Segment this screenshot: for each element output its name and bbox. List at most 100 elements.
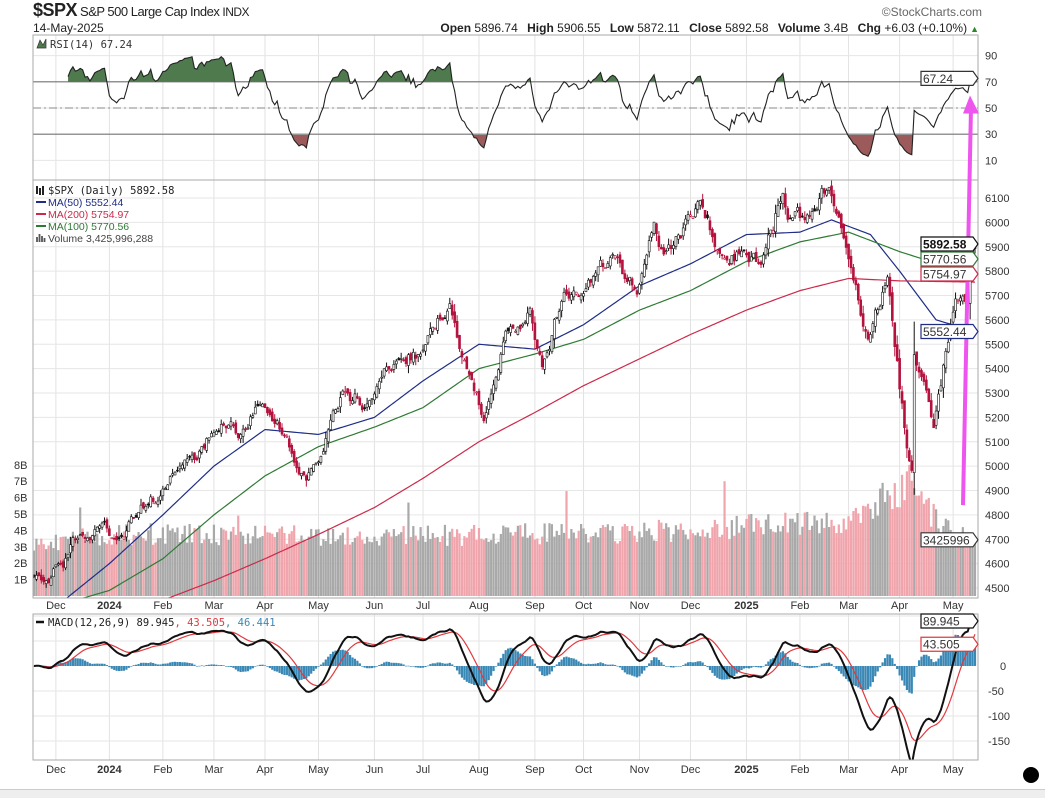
candle bbox=[917, 361, 921, 379]
macd-histogram-bar bbox=[417, 666, 420, 668]
macd-histogram-bar bbox=[643, 666, 646, 671]
volume-bar bbox=[966, 533, 969, 596]
macd-histogram-bar bbox=[973, 643, 977, 666]
candle-body bbox=[891, 292, 894, 321]
macd-histogram-bar bbox=[446, 663, 449, 666]
volume-bar bbox=[599, 527, 602, 596]
candle-body bbox=[856, 283, 860, 301]
ma200-value-tag-text: 5754.97 bbox=[923, 268, 967, 282]
candle bbox=[57, 561, 60, 567]
volume-bar bbox=[818, 533, 821, 596]
triangle-up-icon: ▲ bbox=[970, 24, 979, 34]
candle bbox=[895, 335, 899, 362]
candle-body bbox=[229, 421, 233, 427]
candle-body bbox=[334, 409, 337, 414]
candle-body bbox=[302, 471, 306, 476]
volume-bar bbox=[181, 534, 184, 596]
candle-body bbox=[480, 403, 483, 415]
macd-histogram-bar bbox=[611, 664, 614, 666]
candle bbox=[837, 210, 841, 219]
volume-bar bbox=[973, 539, 977, 596]
candle-body bbox=[173, 471, 177, 476]
volume-bar bbox=[463, 536, 466, 596]
candle bbox=[747, 251, 751, 267]
macd-histogram-bar bbox=[400, 663, 403, 666]
macd-histogram-bar bbox=[127, 666, 130, 668]
volume-bar bbox=[764, 519, 767, 596]
macd-histogram-bar bbox=[536, 666, 539, 668]
candle bbox=[735, 249, 739, 262]
month-label: Mar bbox=[839, 764, 858, 776]
candle bbox=[582, 290, 585, 302]
volume-bar bbox=[618, 540, 622, 596]
macd-histogram-bar bbox=[837, 666, 840, 672]
macd-histogram-bar bbox=[173, 661, 177, 666]
volume-bar bbox=[713, 519, 716, 596]
ma50-value-tag-text: 5552.44 bbox=[923, 325, 967, 339]
volume-bar bbox=[718, 536, 721, 596]
macd-histogram-bar bbox=[755, 666, 758, 668]
volume-bar bbox=[139, 536, 143, 596]
volume-bar bbox=[759, 527, 763, 596]
volume-bar bbox=[205, 533, 208, 596]
volume-bar bbox=[835, 533, 838, 596]
candle-body bbox=[261, 403, 264, 408]
price-tick-label: 5200 bbox=[985, 412, 1009, 424]
candle bbox=[394, 358, 398, 369]
volume-bar bbox=[424, 541, 427, 596]
volume-bar bbox=[752, 531, 755, 596]
candle-body bbox=[511, 324, 515, 329]
candle bbox=[667, 238, 670, 252]
volume-bar bbox=[638, 531, 641, 596]
candle-body bbox=[888, 276, 892, 297]
volume-bar bbox=[820, 518, 823, 596]
candle-body bbox=[920, 370, 923, 378]
macd-histogram-bar bbox=[86, 661, 89, 666]
macd-histogram-bar bbox=[339, 650, 342, 666]
macd-histogram-bar bbox=[686, 662, 690, 666]
candle-body bbox=[625, 277, 629, 283]
candle-body bbox=[139, 504, 143, 514]
candle bbox=[594, 270, 597, 282]
volume-bar bbox=[273, 536, 276, 596]
volume-bar bbox=[594, 532, 597, 596]
rsi-legend-text: RSI(14) 67.24 bbox=[50, 39, 132, 51]
candle bbox=[691, 216, 695, 220]
macd-histogram-bar bbox=[212, 664, 216, 666]
candle bbox=[781, 192, 785, 210]
candle-body bbox=[241, 428, 245, 437]
volume-bar bbox=[582, 528, 585, 596]
candle bbox=[543, 358, 546, 375]
volume-bar bbox=[716, 524, 719, 596]
macd-histogram-bar bbox=[930, 659, 933, 666]
candle-body bbox=[105, 519, 109, 529]
macd-histogram-bar bbox=[786, 656, 789, 666]
candle-body bbox=[450, 304, 454, 316]
volume-bar bbox=[723, 481, 726, 596]
price-tick-label: 5000 bbox=[985, 461, 1009, 473]
candle-body bbox=[725, 255, 729, 261]
candle bbox=[108, 525, 111, 536]
candle bbox=[638, 282, 641, 295]
candle bbox=[322, 447, 325, 455]
candle bbox=[436, 315, 439, 334]
candle-body bbox=[779, 201, 782, 204]
candle-body bbox=[368, 400, 371, 407]
record-dot-icon[interactable] bbox=[1023, 767, 1039, 783]
candle-body bbox=[317, 461, 320, 464]
source-credit[interactable]: ©StockCharts.com bbox=[881, 5, 982, 19]
candle bbox=[122, 536, 126, 540]
candle bbox=[83, 534, 87, 544]
volume-bar bbox=[536, 538, 539, 596]
macd-histogram-bar bbox=[166, 663, 169, 666]
macd-histogram-bar bbox=[910, 666, 913, 694]
candle-body bbox=[198, 450, 201, 459]
candle-body bbox=[324, 438, 328, 452]
macd-histogram-bar bbox=[660, 662, 663, 666]
candle bbox=[202, 442, 206, 451]
candle bbox=[278, 417, 281, 433]
volume-bar bbox=[395, 536, 398, 596]
macd-histogram-bar bbox=[217, 665, 220, 666]
volume-bar bbox=[621, 526, 624, 596]
volume-bar bbox=[470, 528, 473, 596]
